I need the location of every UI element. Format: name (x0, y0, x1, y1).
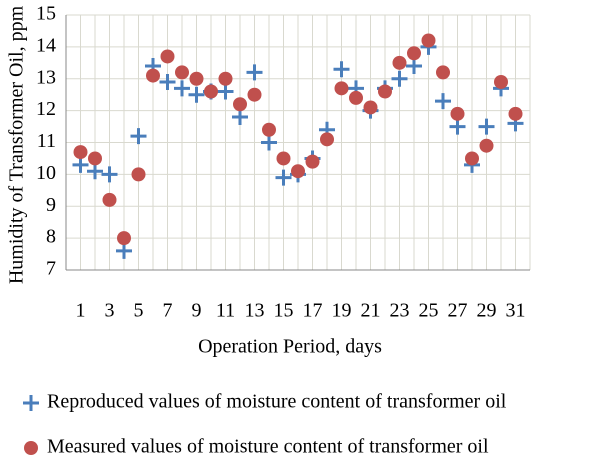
data-point (189, 71, 204, 86)
y-tick-label: 12 (36, 98, 56, 120)
data-point (378, 84, 392, 99)
legend-marker (23, 395, 39, 411)
data-point (116, 242, 132, 259)
data-point (87, 163, 103, 180)
data-point (204, 84, 218, 99)
data-point (478, 118, 495, 135)
data-point (291, 164, 305, 179)
x-tick-label: 31 (506, 300, 526, 322)
data-point (246, 64, 263, 81)
y-axis-title: Humidity of Transformer Oil, ppm (6, 5, 28, 284)
y-tick-label: 8 (46, 226, 56, 248)
data-point (159, 73, 176, 90)
legend-label: Measured values of moisture content of t… (47, 436, 489, 458)
data-point (407, 46, 421, 61)
data-point (131, 167, 146, 182)
x-tick-label: 5 (134, 300, 144, 322)
data-point (449, 118, 466, 135)
data-point (276, 151, 291, 166)
legend-label: Reproduced values of moisture content of… (47, 391, 507, 413)
x-tick-label: 17 (303, 300, 323, 322)
data-point (73, 145, 88, 160)
data-point (450, 106, 465, 121)
x-tick-label: 11 (216, 300, 235, 322)
x-tick-label: 13 (245, 300, 265, 322)
data-point (275, 169, 292, 186)
x-tick-label: 19 (332, 300, 352, 322)
x-tick-label: 3 (105, 300, 115, 322)
data-point (436, 65, 450, 80)
data-point (233, 97, 247, 112)
data-point (333, 61, 350, 78)
data-point (247, 87, 262, 102)
x-tick-label: 7 (163, 300, 173, 322)
data-point (435, 93, 451, 110)
data-point (72, 156, 89, 173)
data-point (320, 132, 334, 147)
y-tick-label: 15 (36, 3, 56, 25)
data-point (232, 109, 248, 125)
data-point (174, 80, 190, 97)
data-point (392, 55, 407, 70)
legend-marker (24, 441, 38, 455)
data-point (130, 128, 147, 145)
x-tick-label: 9 (192, 300, 202, 322)
data-point (334, 81, 349, 96)
x-tick-label: 23 (390, 300, 410, 322)
data-point (102, 192, 117, 207)
x-tick-label: 15 (274, 300, 294, 322)
data-point (88, 151, 102, 166)
data-point (508, 106, 523, 121)
data-point (391, 70, 408, 87)
data-point (117, 231, 131, 246)
y-tick-label: 11 (37, 130, 56, 152)
data-point (218, 71, 233, 86)
y-tick-label: 14 (36, 34, 56, 56)
data-point (262, 122, 276, 137)
data-point (217, 83, 234, 100)
y-tick-label: 7 (46, 258, 56, 280)
y-tick-label: 10 (36, 162, 56, 184)
y-tick-label: 9 (46, 194, 56, 216)
data-point (479, 138, 494, 153)
data-point (349, 90, 363, 105)
x-tick-label: 1 (76, 300, 86, 322)
data-point (406, 58, 422, 74)
data-point (188, 86, 205, 103)
data-point (146, 68, 160, 83)
x-tick-label: 21 (361, 300, 381, 322)
data-point (363, 100, 378, 115)
data-point (160, 49, 175, 64)
data-point (101, 166, 118, 183)
y-tick-label: 13 (36, 66, 56, 88)
data-point (261, 134, 277, 151)
x-tick-label: 27 (448, 300, 468, 322)
data-point (421, 33, 436, 48)
data-point (465, 151, 479, 166)
x-tick-label: 29 (477, 300, 497, 322)
x-tick-label: 25 (419, 300, 439, 322)
data-point (175, 65, 189, 80)
data-point (305, 154, 320, 169)
data-point (494, 74, 508, 89)
x-axis-title: Operation Period, days (198, 336, 382, 358)
